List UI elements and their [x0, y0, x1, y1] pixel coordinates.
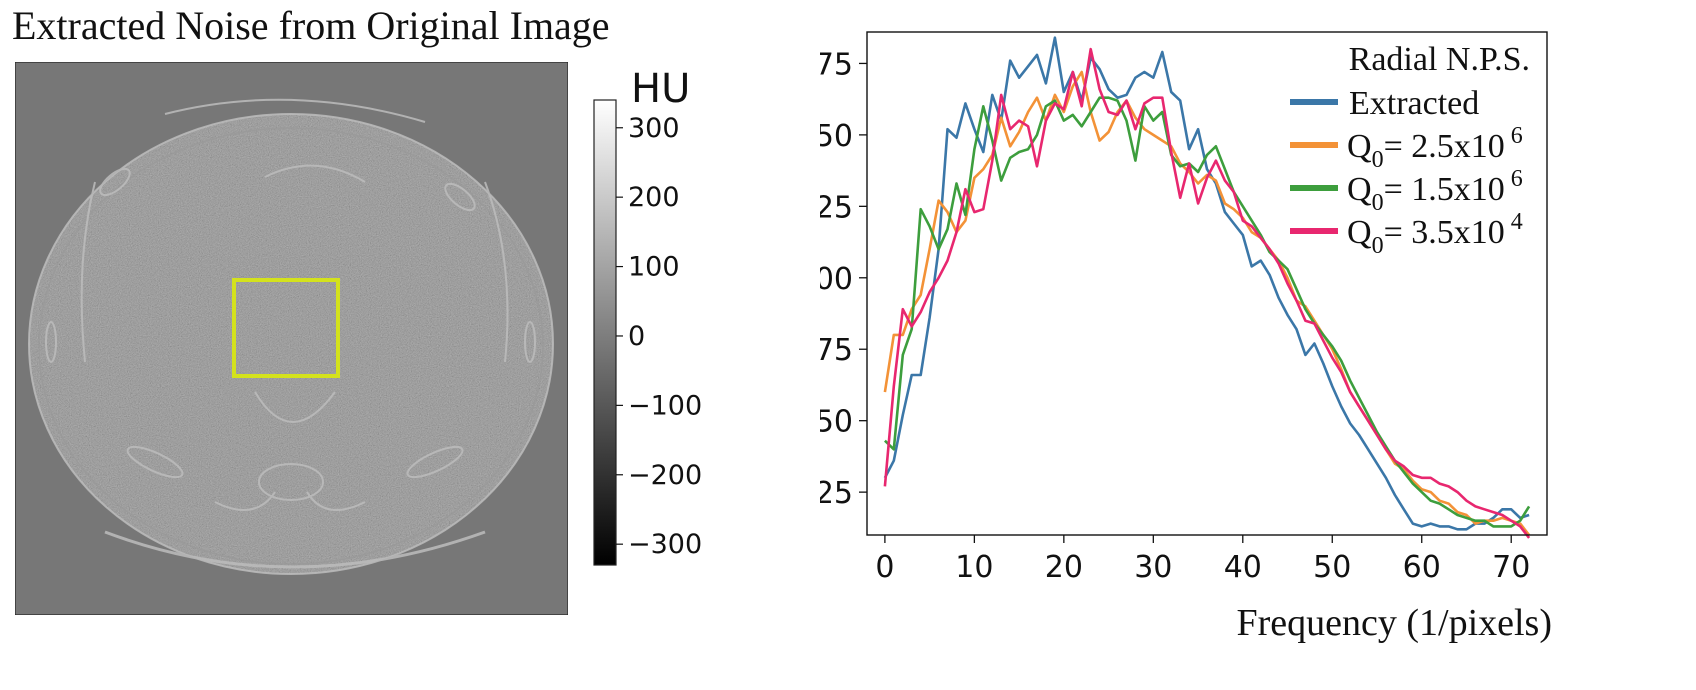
legend-label-superscript: 6 — [1511, 166, 1523, 192]
noise-image-panel — [14, 61, 569, 616]
x-tick-label: 30 — [1134, 550, 1172, 585]
legend-label-base: Q — [1347, 214, 1372, 251]
legend-label-base: Q — [1347, 128, 1372, 165]
colorbar: 300 200 100 0 −100 −200 −300 — [590, 60, 740, 580]
colorbar-tick-label: 200 — [628, 182, 680, 213]
x-tick-label: 10 — [955, 550, 993, 585]
series-line-4 — [883, 47, 1531, 539]
colorbar-tick-label: −300 — [628, 529, 702, 560]
legend-label-superscript: 4 — [1511, 209, 1523, 235]
x-tick-label: 50 — [1313, 550, 1351, 585]
y-tick-label: 0.75 — [820, 333, 853, 368]
legend-label: Q0= 1.5x10 6 — [1347, 166, 1523, 216]
colorbar-tick-label: −200 — [628, 460, 702, 491]
legend-label-text: = 1.5x10 — [1384, 171, 1505, 208]
colorbar-tick-label: −100 — [628, 390, 702, 421]
y-tick-label: 1.50 — [820, 119, 853, 154]
series-line-3 — [883, 96, 1531, 528]
x-tick-label: 60 — [1403, 550, 1441, 585]
colorbar-gradient — [593, 99, 617, 566]
y-tick-label: 1.25 — [820, 190, 853, 225]
colorbar-tick-label: 300 — [628, 113, 680, 144]
legend-label-text: = 3.5x10 — [1384, 214, 1505, 251]
y-tick-label: 0.25 — [820, 476, 853, 511]
legend-label-superscript: 6 — [1511, 123, 1523, 149]
colorbar-tick-label: 0 — [628, 321, 645, 352]
legend-label-text: = 2.5x10 — [1384, 128, 1505, 165]
anatomy-edges — [28, 98, 554, 575]
x-tick-label: 20 — [1045, 550, 1083, 585]
colorbar-unit-label: HU — [631, 66, 691, 112]
roi-box — [232, 278, 340, 378]
x-tick-label: 0 — [875, 550, 894, 585]
legend-label-subscript: 0 — [1372, 190, 1384, 216]
noise-image — [14, 61, 569, 616]
colorbar-graphic: 300 200 100 0 −100 −200 −300 — [593, 99, 702, 566]
legend-title: Radial N.P.S. — [1349, 41, 1530, 78]
x-tick-label: 70 — [1492, 550, 1530, 585]
axes-frame — [866, 31, 1548, 536]
panel-title: Extracted Noise from Original Image — [12, 3, 610, 48]
legend-label: Q0= 2.5x10 6 — [1347, 123, 1523, 173]
x-tick-label: 40 — [1224, 550, 1262, 585]
x-axis-label: Frequency (1/pixels) — [1236, 602, 1552, 644]
legend-label-subscript: 0 — [1372, 233, 1384, 259]
legend-label-base: Q — [1347, 171, 1372, 208]
legend-label: Extracted — [1349, 85, 1479, 122]
y-tick-label: 1.75 — [820, 47, 853, 82]
y-tick-label: 0.50 — [820, 405, 853, 440]
legend-label-subscript: 0 — [1372, 147, 1384, 173]
y-tick-label: 1.00 — [820, 262, 853, 297]
colorbar-tick-label: 100 — [628, 252, 680, 283]
series-line-1 — [883, 36, 1530, 531]
legend-label: Q0= 3.5x10 4 — [1347, 209, 1523, 259]
